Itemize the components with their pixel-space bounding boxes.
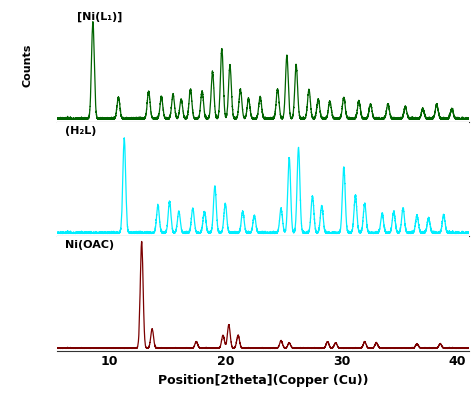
Text: Ni(OAC): Ni(OAC) — [65, 240, 114, 250]
Y-axis label: Counts: Counts — [22, 44, 32, 87]
Text: (H₂L): (H₂L) — [65, 126, 97, 136]
X-axis label: Position[2theta](Copper (Cu)): Position[2theta](Copper (Cu)) — [158, 374, 368, 387]
Text: [Ni(L₁)]: [Ni(L₁)] — [77, 11, 123, 22]
